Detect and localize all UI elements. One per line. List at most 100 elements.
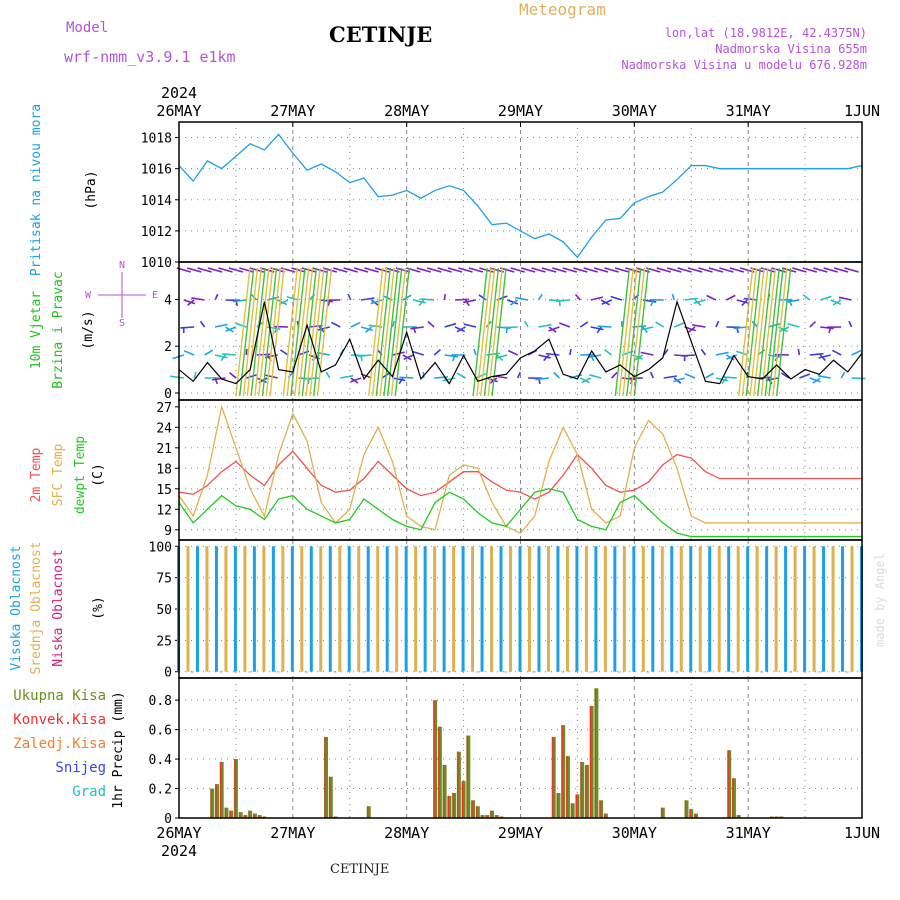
wind-barb (510, 267, 525, 273)
low-cloud-bar (276, 671, 280, 673)
compass-n-label: N (119, 260, 125, 271)
wind-barb (640, 326, 654, 331)
y-tick-label: 1010 (141, 256, 172, 271)
wind-barb (516, 371, 522, 379)
panel-frame (178, 677, 863, 819)
high-cloud-bar (613, 546, 617, 672)
high-cloud-bar (195, 546, 199, 672)
precip-bar (475, 806, 480, 818)
high-cloud-bar (632, 546, 636, 672)
wind-front-streak (246, 267, 262, 397)
precip-bar (589, 706, 594, 818)
precip-bar (248, 810, 253, 818)
wind-barb (725, 294, 736, 301)
wind-barb (350, 377, 362, 383)
low-cloud-bar (504, 671, 508, 673)
wind-barb (515, 296, 529, 301)
wind-front-streak (614, 267, 631, 397)
wind-barb (214, 354, 228, 359)
credit-watermark: made by Angel (873, 553, 887, 647)
wind-barb (590, 296, 604, 301)
mid-cloud-bar (414, 546, 418, 672)
precip-bar (366, 806, 371, 818)
precip-bar (693, 813, 698, 818)
y-tick-label: 24 (156, 421, 172, 436)
mid-cloud-bar (774, 546, 778, 672)
wind-barb (693, 299, 706, 305)
precip-bar (233, 759, 238, 818)
y-tick-label: 15 (156, 483, 172, 498)
mid-cloud-bar (603, 546, 607, 672)
wind-unit-label: (m/s) (81, 310, 96, 349)
wind-barb (726, 354, 738, 360)
wind-barb (456, 372, 466, 379)
wind-barb (360, 326, 373, 332)
high-cloud-bar (708, 546, 712, 672)
wind-barb (663, 348, 669, 356)
wind-barb (357, 354, 372, 358)
wind-barb (535, 377, 550, 381)
wind-barb (604, 267, 619, 273)
wind-barb (503, 326, 518, 329)
high-cloud-bar (784, 546, 788, 672)
wind-barb (531, 267, 546, 273)
high-cloud-bar (214, 546, 218, 672)
wind-barb (765, 377, 779, 382)
low-cloud-bar (675, 671, 679, 673)
wind-barb (708, 267, 724, 273)
wind-barb (207, 267, 223, 273)
low-cloud-bar (561, 671, 565, 673)
high-cloud-bar (727, 546, 731, 672)
x-tick-label-bottom: 1JUN (844, 824, 880, 842)
wind-barb (452, 354, 456, 362)
wind-barb (851, 349, 862, 356)
wind-barb (347, 293, 352, 301)
wind-front-streak (254, 267, 270, 397)
precip-bar (243, 815, 248, 818)
wind-barb (640, 351, 654, 356)
wind-front-streak (375, 267, 392, 397)
wind-barb (364, 267, 379, 273)
mid-cloud-bar (527, 546, 531, 672)
wind-barb (473, 348, 477, 356)
legend-hail: Grad (72, 784, 106, 800)
y-tick-label: 2 (164, 340, 172, 355)
wind-barb (437, 267, 452, 273)
wind-barb (183, 350, 195, 356)
wind-barb (463, 323, 477, 328)
high-cloud-bar (290, 546, 294, 672)
wind-barb (333, 267, 348, 273)
precip-bar (229, 810, 234, 818)
wind-barb (191, 297, 205, 301)
precip-bar (485, 815, 490, 818)
meteogram-label: Meteogram (519, 0, 606, 19)
wind-barb (327, 299, 331, 307)
wind-barb (456, 326, 466, 333)
wind-axis-subtitle: Brzina i Pravac (51, 271, 66, 388)
compass-s-label: S (119, 318, 125, 329)
high-cloud-bar (366, 546, 370, 672)
precip-bar (736, 815, 741, 818)
wind-barb (220, 354, 227, 362)
mid-cloud-axis-title: Srednja Oblacnost (29, 541, 44, 674)
mid-cloud-bar (660, 546, 664, 672)
wind-front-streak (479, 267, 496, 397)
legend-convective-precip: Konvek.Kisa (13, 712, 106, 728)
pressure-unit-label: (hPa) (84, 170, 99, 209)
wind-barb (833, 267, 849, 273)
wind-barb (246, 373, 258, 379)
low-cloud-bar (731, 671, 735, 673)
wind-barb (830, 299, 842, 305)
mid-cloud-bar (755, 546, 759, 672)
wind-barb (454, 326, 466, 333)
wind-barb (590, 326, 604, 331)
precip-bar (603, 813, 608, 818)
wind-barb (353, 267, 369, 273)
mid-cloud-bar (281, 546, 285, 672)
legend-total-precip: Ukupna Kisa (13, 688, 106, 704)
high-cloud-bar (233, 546, 237, 672)
precip-bar (437, 726, 442, 818)
wind-barb (319, 299, 333, 303)
cloud-unit-label: (%) (91, 596, 106, 619)
high-cloud-bar (575, 546, 579, 672)
